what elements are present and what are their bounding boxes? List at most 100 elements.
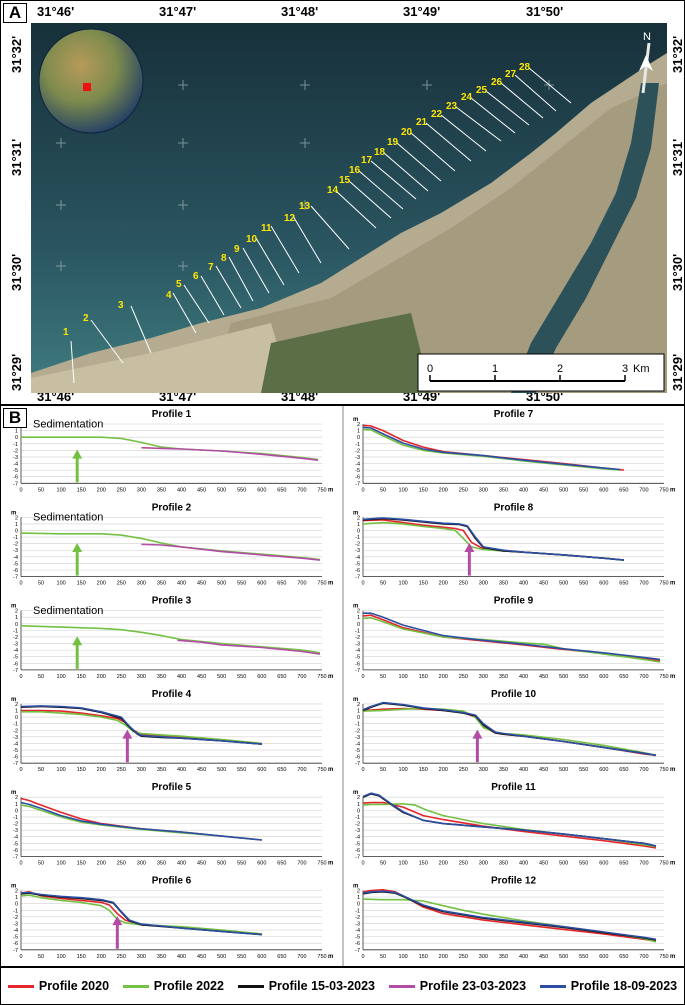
y-tick-label: 1: [357, 615, 360, 621]
x-tick-label: 300: [137, 861, 146, 867]
x-tick-label: 450: [197, 954, 206, 960]
profile-label: 8: [221, 253, 227, 264]
y-tick-label: -4: [355, 741, 360, 747]
x-tick-label: 600: [257, 767, 266, 773]
y-tick-label: 0: [15, 622, 18, 628]
y-tick-label: -6: [355, 661, 360, 667]
y-tick-label: 1: [357, 522, 360, 528]
x-tick-label: 450: [197, 487, 206, 493]
y-tick-label: 1: [357, 895, 360, 901]
y-tick-label: -6: [13, 848, 18, 854]
x-tick-label: 200: [439, 954, 448, 960]
chart-title: Profile 6: [152, 876, 192, 887]
x-tick-label: 450: [539, 487, 548, 493]
x-tick-label: 200: [97, 487, 106, 493]
x-tick-label: 150: [77, 954, 86, 960]
x-tick-label: 250: [459, 674, 468, 680]
x-tick-label: 250: [459, 861, 468, 867]
x-tick-label: 450: [539, 674, 548, 680]
y-tick-label: -3: [13, 548, 18, 554]
y-tick-label: 1: [15, 522, 18, 528]
x-tick-label: 650: [277, 954, 286, 960]
arrow-icon: [72, 449, 83, 459]
x-tick-label: 450: [197, 861, 206, 867]
chart-title: Profile 4: [152, 689, 192, 700]
profile-label: 5: [176, 279, 182, 290]
x-tick-label: 550: [237, 487, 246, 493]
series-line: [362, 426, 620, 471]
x-tick-label: 150: [419, 674, 428, 680]
x-tick-label: 650: [619, 487, 628, 493]
y-tick-label: -5: [355, 655, 360, 661]
y-tick-label: 1: [357, 708, 360, 714]
x-tick-label: 650: [619, 581, 628, 587]
series-line: [362, 519, 624, 561]
x-axis-unit: m: [328, 861, 333, 867]
legend-swatch: [7, 984, 34, 988]
series-line: [362, 521, 624, 561]
x-tick-label: 100: [57, 767, 66, 773]
y-axis-unit: m: [11, 510, 16, 516]
annotation-label: Sedimentation: [33, 605, 103, 617]
x-tick-label: 300: [137, 767, 146, 773]
x-tick-label: 750: [659, 581, 668, 587]
y-tick-label: 1: [15, 615, 18, 621]
right-lat-label: 31°31': [670, 138, 685, 176]
x-tick-label: 400: [519, 767, 528, 773]
x-tick-label: 400: [519, 581, 528, 587]
profile-label: 18: [374, 147, 386, 158]
x-tick-label: 250: [459, 767, 468, 773]
x-tick-label: 500: [559, 674, 568, 680]
x-tick-label: 500: [559, 487, 568, 493]
x-tick-label: 100: [399, 674, 408, 680]
x-tick-label: 0: [19, 674, 22, 680]
y-tick-label: -7: [13, 481, 18, 487]
y-tick-label: 1: [15, 708, 18, 714]
x-tick-label: 250: [117, 861, 126, 867]
y-tick-label: -3: [355, 642, 360, 648]
x-tick-label: 600: [599, 954, 608, 960]
scale-tick-label: 0: [427, 363, 433, 375]
y-tick-label: 2: [15, 889, 18, 895]
x-tick-label: 700: [639, 767, 648, 773]
x-tick-label: 150: [419, 487, 428, 493]
y-axis-unit: m: [11, 790, 16, 796]
x-tick-label: 650: [277, 487, 286, 493]
profile-label: 23: [446, 101, 458, 112]
x-tick-label: 0: [19, 487, 22, 493]
x-axis-unit: m: [328, 954, 333, 960]
left-lat-label: 31°29': [9, 353, 24, 391]
y-tick-label: 1: [15, 802, 18, 808]
x-tick-label: 600: [599, 487, 608, 493]
arrow-icon: [472, 729, 483, 739]
profile-label: 24: [461, 92, 473, 103]
x-tick-label: 700: [297, 767, 306, 773]
x-tick-label: 100: [399, 767, 408, 773]
y-tick-label: 2: [357, 422, 360, 428]
y-tick-label: -2: [13, 542, 18, 548]
x-tick-label: 450: [197, 581, 206, 587]
x-tick-label: 50: [380, 767, 386, 773]
y-tick-label: -5: [13, 655, 18, 661]
legend-item: Profile 18-09-2023: [539, 979, 677, 993]
profile-label: 9: [234, 244, 240, 255]
y-tick-label: 1: [15, 429, 18, 435]
x-tick-label: 200: [439, 861, 448, 867]
y-tick-label: -5: [355, 748, 360, 754]
scale-tick-label: 3: [622, 363, 628, 375]
y-tick-label: -7: [13, 761, 18, 767]
x-tick-label: 550: [579, 767, 588, 773]
profile-label: 25: [476, 85, 488, 96]
y-tick-label: 0: [357, 622, 360, 628]
y-tick-label: 1: [15, 895, 18, 901]
x-tick-label: 650: [277, 767, 286, 773]
x-tick-label: 200: [439, 767, 448, 773]
y-tick-label: -6: [13, 755, 18, 761]
x-tick-label: 700: [639, 674, 648, 680]
profile-label: 3: [118, 300, 124, 311]
panel-a-label: A: [3, 3, 27, 23]
annotation-label: Sedimentation: [33, 512, 103, 524]
location-marker: [83, 83, 91, 91]
x-tick-label: 500: [559, 954, 568, 960]
